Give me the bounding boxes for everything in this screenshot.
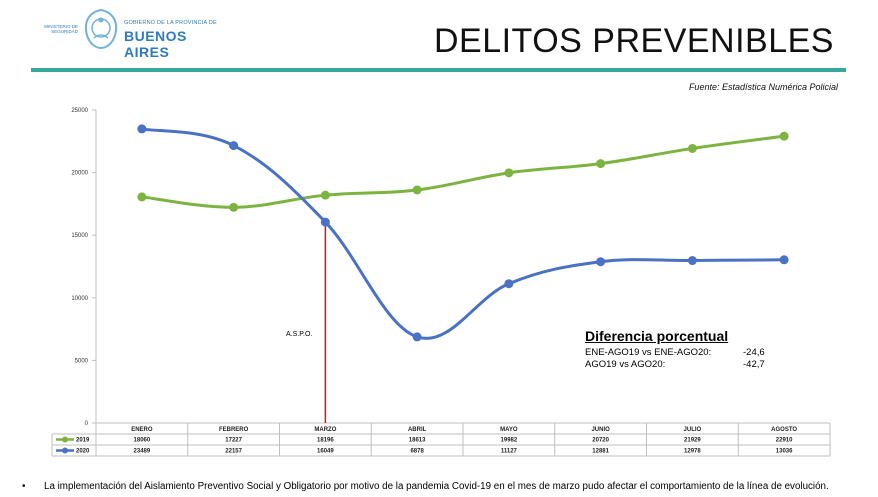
- ministry-logo: MINISTERIO DE SEGURIDAD GOBIERNO DE LA P…: [36, 8, 226, 60]
- data-table-value: 18196: [317, 438, 334, 444]
- percent-difference-box: Diferencia porcentual ENE-AGO19 vs ENE-A…: [585, 328, 785, 371]
- data-point-2019: [779, 131, 789, 141]
- data-table-value: 21929: [684, 438, 701, 444]
- data-point-2019: [320, 190, 330, 200]
- data-table-value: 22910: [776, 438, 793, 444]
- data-table-value: 11127: [501, 449, 518, 455]
- legend-key-marker: [62, 447, 68, 454]
- data-point-2020: [229, 141, 239, 151]
- data-point-2020: [137, 124, 147, 134]
- legend-series-name: 2019: [76, 438, 90, 444]
- x-category-label: ENERO: [131, 427, 153, 433]
- data-table-value: 20720: [592, 438, 609, 444]
- footnote-text: La implementación del Aislamiento Preven…: [44, 481, 829, 492]
- data-table-value: 18060: [134, 438, 151, 444]
- aspo-annotation: A.S.P.O.: [286, 331, 313, 338]
- data-point-2020: [412, 332, 422, 342]
- data-point-2019: [137, 192, 147, 202]
- data-table-value: 12978: [684, 449, 701, 455]
- x-category-label: JULIO: [684, 427, 702, 433]
- data-point-2020: [779, 255, 789, 265]
- data-table-value: 19982: [501, 438, 518, 444]
- data-table-value: 23489: [134, 449, 151, 455]
- percent-difference-value: -24,6: [743, 347, 765, 358]
- province-label: BUENOS AIRES: [124, 28, 187, 60]
- series-line-2020: [141, 127, 785, 340]
- x-category-label: ABRIL: [408, 427, 427, 433]
- data-source: Fuente: Estadística Numérica Policial: [688, 82, 838, 92]
- x-category-label: JUNIO: [591, 427, 610, 433]
- data-point-2020: [687, 256, 697, 266]
- x-category-label: MARZO: [314, 427, 336, 433]
- y-tick-label: 25000: [71, 108, 88, 114]
- data-table-value: 16049: [317, 449, 334, 455]
- y-tick-label: 20000: [71, 171, 88, 177]
- x-category-label: FEBRERO: [219, 427, 249, 433]
- data-point-2020: [320, 217, 330, 227]
- data-point-2020: [504, 279, 514, 289]
- page-title: DELITOS PREVENIBLES: [433, 22, 834, 60]
- x-category-label: AGOSTO: [771, 427, 797, 433]
- data-table-value: 6878: [410, 449, 424, 455]
- data-point-2019: [687, 143, 697, 153]
- data-table-value: 12881: [592, 449, 609, 455]
- government-label: GOBIERNO DE LA PROVINCIA DE: [124, 20, 217, 26]
- data-point-2019: [596, 159, 606, 169]
- data-table-value: 18613: [409, 438, 426, 444]
- data-table-value: 22157: [225, 449, 242, 455]
- data-point-2020: [596, 257, 606, 267]
- province-seal-icon: [84, 8, 118, 50]
- data-table-value: 17227: [225, 438, 242, 444]
- header: MINISTERIO DE SEGURIDAD GOBIERNO DE LA P…: [0, 0, 878, 75]
- series-line-2019: [141, 134, 785, 209]
- data-point-2019: [229, 202, 239, 212]
- percent-difference-title: Diferencia porcentual: [585, 328, 729, 344]
- legend-key-marker: [62, 436, 68, 443]
- data-point-2019: [412, 185, 422, 195]
- data-table-value: 13036: [776, 449, 793, 455]
- ministry-label: MINISTERIO DE SEGURIDAD: [44, 24, 78, 34]
- y-tick-label: 5000: [75, 358, 89, 364]
- y-tick-label: 10000: [71, 296, 88, 302]
- percent-difference-row: AGO19 vs AGO20: -42,7: [585, 359, 785, 371]
- data-point-2019: [504, 168, 514, 178]
- percent-difference-row: ENE-AGO19 vs ENE-AGO20: -24,6: [585, 347, 785, 359]
- footnote-bullet: •: [22, 481, 26, 492]
- percent-difference-value: -42,7: [743, 359, 765, 370]
- y-tick-label: 0: [85, 421, 89, 427]
- title-divider: [31, 68, 846, 72]
- legend-series-name: 2020: [76, 449, 90, 455]
- x-category-label: MAYO: [500, 427, 518, 433]
- percent-difference-label: AGO19 vs AGO20:: [585, 359, 666, 370]
- y-tick-label: 15000: [71, 233, 88, 239]
- percent-difference-label: ENE-AGO19 vs ENE-AGO20:: [585, 347, 712, 358]
